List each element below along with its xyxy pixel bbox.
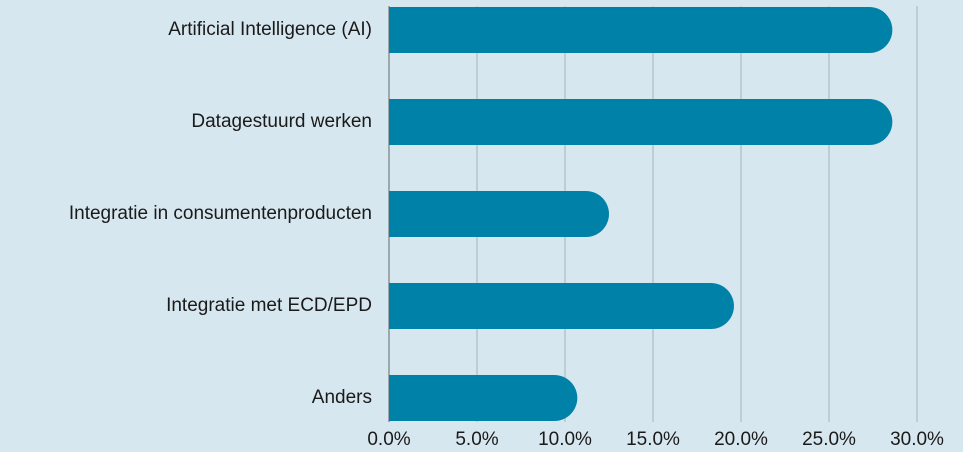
bar	[389, 7, 893, 53]
x-tick-label: 5.0%	[455, 429, 498, 450]
x-tick-label: 20.0%	[714, 429, 768, 450]
bar	[389, 283, 734, 329]
y-tick-label: Integratie in consumentenproducten	[69, 203, 372, 224]
y-tick-label: Anders	[312, 387, 372, 408]
y-tick-label: Artificial Intelligence (AI)	[168, 19, 372, 40]
x-tick-label: 30.0%	[890, 429, 944, 450]
x-tick-label: 25.0%	[802, 429, 856, 450]
bar	[389, 191, 609, 237]
bar	[389, 99, 893, 145]
bar	[389, 375, 578, 421]
x-tick-label: 10.0%	[538, 429, 592, 450]
y-tick-label: Datagestuurd werken	[191, 111, 372, 132]
x-tick-label: 0.0%	[367, 429, 410, 450]
y-tick-label: Integratie met ECD/EPD	[166, 295, 372, 316]
x-tick-label: 15.0%	[626, 429, 680, 450]
